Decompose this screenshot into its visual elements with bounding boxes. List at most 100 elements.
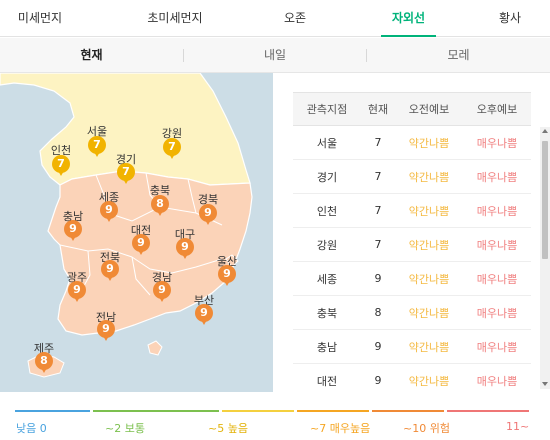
table-row: 인천 7 약간나쁨 매우나쁨 — [293, 193, 531, 228]
uv-table: 관측지점 현재 오전예보 오후예보 서울 7 약간나쁨 매우나쁨 경기 7 약간… — [293, 92, 531, 392]
cell-current: 9 — [360, 261, 395, 296]
map-label-gyeonggi: 경기 — [115, 153, 137, 166]
map-label-daejeon: 대전 — [130, 224, 152, 237]
map-label-gangwon: 강원 — [161, 127, 183, 140]
tab-ozone[interactable]: 오존 — [283, 11, 307, 25]
table-scrollbar[interactable] — [540, 127, 550, 389]
map-marker-gyeongbuk[interactable]: 9 — [199, 204, 217, 226]
cell-am: 약간나쁨 — [394, 159, 463, 194]
legend-label-high: ~5 높음 — [208, 422, 248, 435]
legend-label-normal: ~2 보통 — [105, 422, 145, 435]
map-marker-daejeon[interactable]: 9 — [132, 234, 150, 256]
map-marker-chungbuk[interactable]: 8 — [151, 195, 169, 217]
cell-region: 충남 — [293, 329, 361, 364]
map-label-incheon: 인천 — [50, 144, 72, 157]
map-label-chungnam: 충남 — [62, 210, 84, 223]
cell-pm: 매우나쁨 — [462, 125, 531, 160]
tab-uv[interactable]: 자외선 — [381, 0, 436, 37]
legend-bar-normal — [93, 410, 219, 412]
table-row: 충남 9 약간나쁨 매우나쁨 — [293, 329, 531, 364]
map-marker-jeju[interactable]: 8 — [35, 352, 53, 374]
legend-bar-extreme — [447, 410, 529, 412]
map-label-ulsan: 울산 — [216, 255, 238, 268]
legend-label-extreme: 11~ — [506, 420, 530, 433]
tab-ultrafine-dust[interactable]: 초미세먼지 — [147, 11, 203, 25]
legend-label-danger: ~10 위험 — [403, 422, 450, 435]
tab-yellow-dust[interactable]: 황사 — [498, 11, 522, 25]
map-marker-gyeongnam[interactable]: 9 — [153, 281, 171, 303]
scroll-thumb[interactable] — [542, 141, 548, 259]
cell-current: 9 — [360, 329, 395, 364]
map-marker-daegu[interactable]: 9 — [176, 238, 194, 260]
map-marker-gangwon[interactable]: 7 — [163, 138, 181, 160]
cell-am: 약간나쁨 — [394, 261, 463, 296]
legend-bar-low — [15, 410, 90, 412]
map-label-seoul: 서울 — [86, 125, 108, 138]
tab-day-after-tomorrow[interactable]: 모레 — [447, 48, 470, 62]
map-marker-ulsan[interactable]: 9 — [218, 265, 236, 287]
table-row: 충북 8 약간나쁨 매우나쁨 — [293, 295, 531, 330]
column-header-station: 관측지점 — [293, 92, 361, 126]
table-row: 경기 7 약간나쁨 매우나쁨 — [293, 159, 531, 194]
cell-pm: 매우나쁨 — [462, 329, 531, 364]
cell-am: 약간나쁨 — [394, 295, 463, 330]
tab-fine-dust[interactable]: 미세먼지 — [17, 11, 63, 25]
map-marker-jeonbuk[interactable]: 9 — [101, 260, 119, 282]
map-marker-seoul[interactable]: 7 — [88, 136, 106, 158]
map-label-gwangju: 광주 — [66, 271, 88, 284]
map-label-gyeongnam: 경남 — [151, 271, 173, 284]
cell-region: 경기 — [293, 159, 361, 194]
table-row: 서울 7 약간나쁨 매우나쁨 — [293, 125, 531, 160]
table-header-row: 관측지점 현재 오전예보 오후예보 — [293, 92, 531, 126]
cell-current: 7 — [360, 125, 395, 160]
cell-current: 7 — [360, 159, 395, 194]
divider — [366, 49, 367, 62]
cell-am: 약간나쁨 — [394, 227, 463, 262]
column-header-current: 현재 — [360, 92, 395, 126]
cell-current: 8 — [360, 295, 395, 330]
map-marker-jeonnam[interactable]: 9 — [97, 320, 115, 342]
uv-legend: 낮음 0 ~2 보통 ~5 높음 ~7 매우높음 ~10 위험 11~ — [0, 392, 550, 440]
day-tabs: 현재 내일 모레 — [0, 38, 550, 73]
cell-am: 약간나쁨 — [394, 363, 463, 392]
korea-uv-map: 서울 7 강원 7 인천 7 경기 7 세종 9 충북 8 경북 9 충남 9 … — [0, 73, 273, 392]
cell-pm: 매우나쁨 — [462, 159, 531, 194]
cell-pm: 매우나쁨 — [462, 261, 531, 296]
legend-bar-danger — [372, 410, 444, 412]
map-label-chungbuk: 충북 — [149, 184, 171, 197]
scroll-down-arrow-icon[interactable] — [542, 382, 548, 386]
map-marker-chungnam[interactable]: 9 — [64, 220, 82, 242]
cell-current: 7 — [360, 227, 395, 262]
column-header-am-forecast: 오전예보 — [394, 92, 463, 126]
cell-am: 약간나쁨 — [394, 125, 463, 160]
cell-current: 9 — [360, 363, 395, 392]
legend-label-low: 낮음 0 — [16, 422, 47, 435]
map-label-busan: 부산 — [193, 294, 215, 307]
legend-bar-very-high — [297, 410, 369, 412]
cell-pm: 매우나쁨 — [462, 227, 531, 262]
legend-bar-high — [222, 410, 294, 412]
map-marker-sejong[interactable]: 9 — [100, 201, 118, 223]
map-marker-gwangju[interactable]: 9 — [68, 281, 86, 303]
map-marker-gyeonggi[interactable]: 7 — [117, 163, 135, 185]
cell-current: 7 — [360, 193, 395, 228]
map-marker-incheon[interactable]: 7 — [52, 155, 70, 177]
cell-region: 인천 — [293, 193, 361, 228]
tab-today[interactable]: 현재 — [80, 48, 103, 62]
table-row: 강원 7 약간나쁨 매우나쁨 — [293, 227, 531, 262]
scroll-up-arrow-icon[interactable] — [542, 129, 548, 133]
category-tabs: 미세먼지 초미세먼지 오존 자외선 황사 — [0, 0, 550, 37]
map-label-jeju: 제주 — [33, 342, 55, 355]
table-row: 대전 9 약간나쁨 매우나쁨 — [293, 363, 531, 392]
uv-table-panel: 관측지점 현재 오전예보 오후예보 서울 7 약간나쁨 매우나쁨 경기 7 약간… — [273, 73, 550, 392]
map-marker-busan[interactable]: 9 — [195, 304, 213, 326]
cell-region: 서울 — [293, 125, 361, 160]
cell-am: 약간나쁨 — [394, 193, 463, 228]
map-label-daegu: 대구 — [174, 228, 196, 241]
cell-region: 충북 — [293, 295, 361, 330]
cell-region: 강원 — [293, 227, 361, 262]
cell-region: 세종 — [293, 261, 361, 296]
map-label-sejong: 세종 — [98, 191, 120, 204]
tab-tomorrow[interactable]: 내일 — [263, 48, 287, 62]
cell-pm: 매우나쁨 — [462, 193, 531, 228]
